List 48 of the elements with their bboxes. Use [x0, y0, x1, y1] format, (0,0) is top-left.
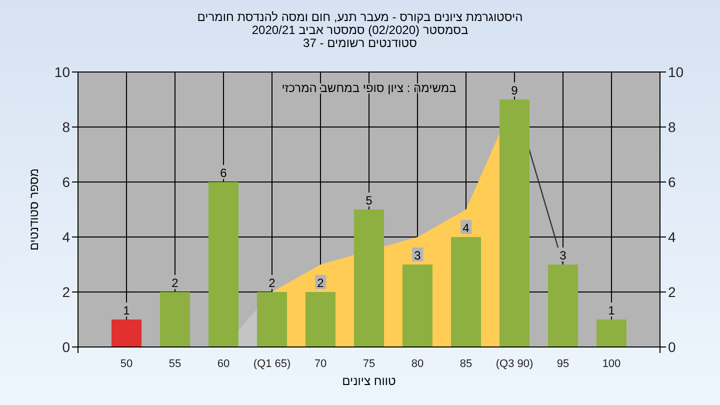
- data-label: 4: [462, 221, 470, 235]
- chart-title: היסטוגרמת ציונים בקורס - מעבר תנע, חום ומסה להנדסת חומרים: [197, 10, 523, 24]
- data-label: 3: [414, 248, 422, 262]
- x-tick-label: 85: [460, 358, 472, 370]
- y-axis-title: מספר סטודנטים: [27, 168, 41, 251]
- bar: [160, 292, 190, 347]
- y2-tick-label: 0: [668, 339, 676, 355]
- y2-tick-label: 2: [668, 284, 676, 300]
- y-tick-label: 8: [62, 119, 70, 135]
- y2-tick-label: 6: [668, 174, 676, 190]
- data-label: 2: [172, 276, 179, 290]
- x-axis-title: טווח ציונים: [342, 374, 396, 388]
- x-tick-label: 50: [120, 358, 133, 370]
- chart-subtitle: בסמסטר (02/2020) סמסטר אביב 2020/21 סטודנטים רשומים - 37: [252, 23, 468, 50]
- x-tick-label: 95: [556, 358, 570, 370]
- data-label: 1: [608, 304, 616, 318]
- bar: [306, 292, 336, 347]
- bar: [112, 320, 142, 347]
- x-tick-label: 70: [314, 358, 327, 370]
- data-label: 5: [366, 194, 373, 208]
- y2-tick-label: 8: [668, 119, 676, 135]
- bar: [208, 182, 238, 347]
- x-tick-label: 60: [217, 358, 230, 370]
- bar: [451, 237, 481, 347]
- y2-tick-label: 4: [668, 229, 676, 245]
- data-label: 6: [220, 166, 228, 180]
- x-tick-label: 100: [602, 358, 621, 370]
- bar: [354, 210, 384, 347]
- y2-tick-label: 10: [668, 64, 684, 80]
- bar: [500, 100, 530, 347]
- y-tick-label: 2: [62, 284, 70, 300]
- data-label: 2: [317, 276, 324, 290]
- bar: [548, 264, 578, 347]
- data-label: 9: [511, 84, 518, 98]
- x-tick-label: 75: [362, 358, 376, 370]
- bar: [402, 264, 432, 347]
- y-tick-label: 6: [62, 174, 70, 190]
- y-tick-label: 4: [62, 229, 70, 245]
- bar: [596, 320, 626, 347]
- data-label: 1: [123, 304, 130, 318]
- data-label: 2: [268, 276, 276, 290]
- x-tick-label: (Q3 90): [496, 358, 534, 370]
- data-label: 3: [560, 248, 567, 262]
- x-tick-label: 80: [411, 358, 424, 370]
- y-tick-label: 10: [54, 64, 70, 80]
- x-tick-label: 55: [168, 358, 182, 370]
- x-tick-label: (Q1 65): [253, 358, 291, 370]
- y-tick-label: 0: [62, 339, 70, 355]
